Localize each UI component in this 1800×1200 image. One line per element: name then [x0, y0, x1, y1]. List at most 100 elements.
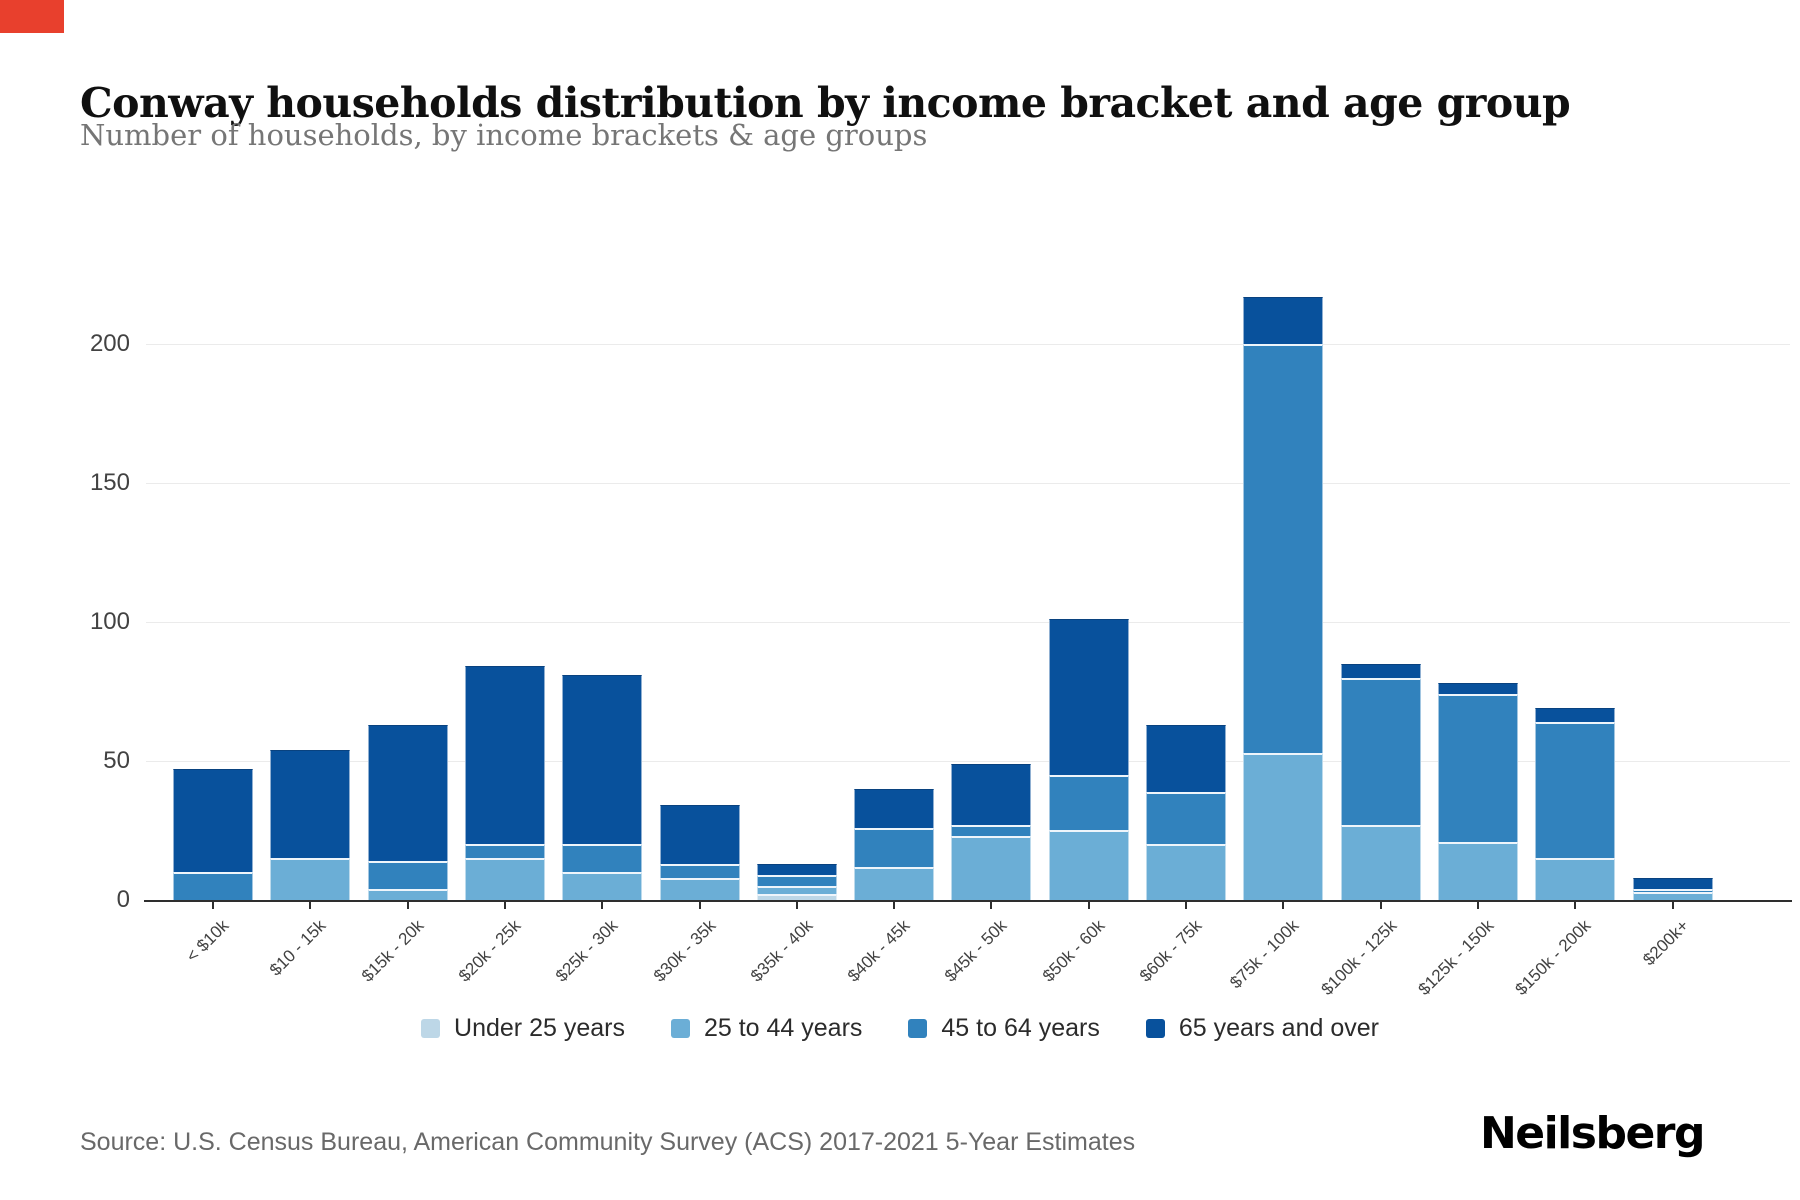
chart-legend: Under 25 years 25 to 44 years 45 to 64 yea… [0, 1014, 1800, 1043]
bar-segment[interactable] [464, 666, 545, 845]
grid-line [146, 344, 1790, 345]
y-tick-label: 50 [103, 747, 130, 774]
bar-segment[interactable] [659, 805, 740, 864]
bar-segment[interactable] [854, 788, 935, 828]
x-tick-label: $35k - 40k [746, 916, 817, 986]
bar-segment[interactable] [367, 861, 448, 889]
bar-segment[interactable] [173, 872, 253, 900]
y-tick-label: 150 [89, 469, 130, 496]
bar-group[interactable] [1146, 724, 1226, 900]
bar-segment[interactable] [1535, 858, 1616, 900]
bar-segment[interactable] [659, 877, 740, 900]
bar-segment[interactable] [1632, 888, 1713, 892]
bar-segment[interactable] [562, 844, 643, 873]
legend-label: 45 to 64 years [941, 1014, 1100, 1042]
x-tick-label: $20k - 25k [454, 916, 525, 986]
x-tick-label: $60k - 75k [1135, 916, 1206, 986]
bar-segment[interactable] [1146, 724, 1226, 792]
bar-group[interactable] [562, 674, 643, 900]
bar-segment[interactable] [756, 863, 837, 875]
bar-segment[interactable] [1340, 677, 1421, 825]
x-axis-tick [601, 902, 604, 909]
bar-segment[interactable] [270, 858, 351, 900]
bar-segment[interactable] [854, 827, 935, 867]
x-tick-label: $10 - 15k [266, 916, 330, 980]
bar-group[interactable] [1048, 619, 1129, 900]
bar-segment[interactable] [1146, 844, 1226, 900]
legend-label: 65 years and over [1178, 1014, 1379, 1042]
legend-label: 25 to 44 years [703, 1014, 863, 1042]
x-axis-tick [1087, 902, 1090, 909]
bar-segment[interactable] [1340, 824, 1421, 900]
chart-title: Conway households distribution by income… [80, 79, 1571, 128]
bar-group[interactable] [367, 724, 448, 900]
bar-segment[interactable] [1535, 722, 1616, 859]
bar-segment[interactable] [854, 866, 935, 900]
x-axis-tick [1476, 902, 1479, 909]
brand-corner-mark [0, 0, 64, 33]
bar-segment[interactable] [1048, 830, 1129, 900]
bar-group[interactable] [951, 763, 1032, 900]
bar-segment[interactable] [173, 769, 253, 873]
bar-segment[interactable] [1243, 344, 1324, 753]
legend-swatch [1145, 1019, 1165, 1038]
bar-group[interactable] [659, 805, 740, 900]
legend-label: Under 25 years [454, 1014, 625, 1042]
bar-segment[interactable] [1048, 619, 1129, 775]
x-tick-label: $125k - 150k [1414, 916, 1498, 999]
bar-segment[interactable] [1146, 791, 1226, 845]
bar-segment[interactable] [951, 763, 1032, 825]
bar-group[interactable] [1632, 877, 1713, 900]
bar-segment[interactable] [1535, 708, 1616, 723]
bar-segment[interactable] [756, 894, 837, 900]
bar-group[interactable] [854, 788, 935, 900]
legend-item[interactable]: 25 to 44 years [670, 1014, 863, 1043]
bar-segment[interactable] [1243, 296, 1324, 344]
bar-group[interactable] [1243, 296, 1324, 900]
source-note: Source: U.S. Census Bureau, American Com… [80, 1128, 1136, 1156]
bar-segment[interactable] [1340, 663, 1421, 678]
bar-segment[interactable] [367, 888, 448, 900]
x-tick-label: $25k - 30k [552, 916, 622, 986]
bar-segment[interactable] [951, 824, 1032, 837]
x-axis-tick [503, 902, 506, 909]
bar-segment[interactable] [1437, 841, 1518, 900]
legend-item[interactable]: 45 to 64 years [908, 1014, 1100, 1043]
bar-segment[interactable] [1632, 891, 1713, 900]
bar-segment[interactable] [1243, 752, 1324, 900]
bar-segment[interactable] [951, 836, 1032, 900]
bar-segment[interactable] [562, 674, 643, 845]
x-axis-tick [1185, 902, 1187, 909]
bar-segment[interactable] [659, 863, 740, 878]
bar-segment[interactable] [1048, 774, 1129, 831]
x-axis-tick [309, 902, 312, 909]
x-axis-line [144, 900, 1792, 902]
x-axis-tick [1379, 902, 1382, 909]
bar-segment[interactable] [1437, 683, 1518, 695]
grid-line [146, 483, 1790, 484]
bar-group[interactable] [1535, 708, 1616, 900]
bar-segment[interactable] [756, 874, 837, 887]
x-tick-label: $15k - 20k [357, 916, 428, 986]
bar-segment[interactable] [367, 724, 448, 862]
bar-segment[interactable] [464, 858, 545, 900]
legend-item[interactable]: Under 25 years [421, 1014, 625, 1043]
bar-group[interactable] [173, 769, 253, 900]
grid-line [146, 761, 1790, 762]
bar-segment[interactable] [464, 844, 545, 859]
bar-group[interactable] [1340, 663, 1421, 900]
bar-segment[interactable] [1632, 877, 1713, 889]
grid-line [146, 622, 1790, 623]
x-axis-tick [212, 902, 214, 909]
bar-group[interactable] [270, 749, 351, 900]
bar-segment[interactable] [270, 749, 351, 859]
bar-group[interactable] [1437, 683, 1518, 900]
bar-group[interactable] [464, 666, 545, 900]
legend-item[interactable]: 65 years and over [1145, 1014, 1379, 1043]
bar-group[interactable] [756, 863, 837, 900]
bar-segment[interactable] [756, 886, 837, 895]
legend-swatch [908, 1019, 928, 1038]
bar-segment[interactable] [562, 872, 643, 900]
bar-segment[interactable] [1437, 694, 1518, 842]
